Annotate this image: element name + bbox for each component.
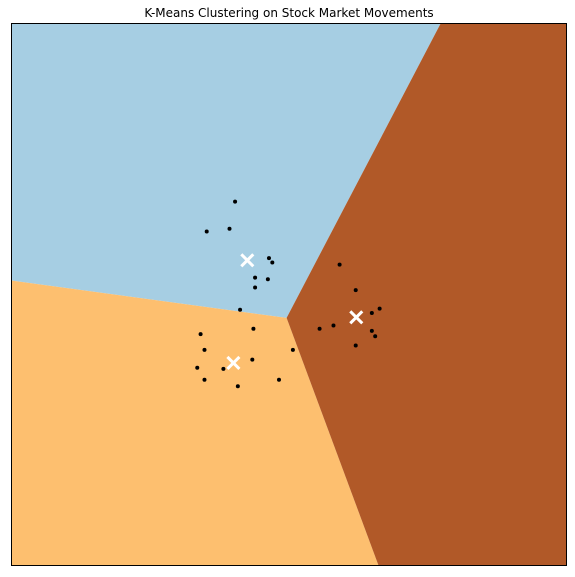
data-point-5 <box>253 275 258 280</box>
data-points <box>195 199 382 389</box>
data-point-17 <box>276 377 281 382</box>
data-point-9 <box>198 332 203 337</box>
data-point-27 <box>353 343 358 348</box>
data-point-4 <box>270 260 275 265</box>
data-point-23 <box>331 323 336 328</box>
centroid-marker-1 <box>226 355 241 370</box>
data-point-21 <box>377 306 382 311</box>
data-point-15 <box>250 357 255 362</box>
data-point-2 <box>227 226 232 231</box>
data-point-16 <box>202 377 207 382</box>
cluster-region-1 <box>11 280 379 566</box>
data-point-1 <box>204 229 209 234</box>
plot-area <box>11 23 567 566</box>
data-point-13 <box>195 365 200 370</box>
data-point-7 <box>265 277 270 282</box>
data-point-22 <box>369 310 374 315</box>
data-point-20 <box>353 288 358 293</box>
centroid-marker-2 <box>349 310 364 325</box>
data-point-0 <box>233 199 238 204</box>
data-point-14 <box>221 366 226 371</box>
chart-title: K-Means Clustering on Stock Market Movem… <box>144 6 433 20</box>
data-point-12 <box>290 347 295 352</box>
data-point-18 <box>235 384 240 389</box>
cluster-region-0 <box>11 23 441 318</box>
data-point-25 <box>369 328 374 333</box>
data-point-3 <box>266 256 271 261</box>
cluster-region-2 <box>286 23 567 566</box>
data-point-19 <box>337 262 342 267</box>
data-point-11 <box>202 347 207 352</box>
data-point-24 <box>317 326 322 331</box>
centroid-marker-0 <box>240 253 255 268</box>
data-point-6 <box>253 285 258 290</box>
centroids <box>226 253 364 370</box>
plot-frame <box>11 23 567 566</box>
data-point-10 <box>251 326 256 331</box>
data-point-8 <box>238 307 243 312</box>
data-point-26 <box>373 334 378 339</box>
